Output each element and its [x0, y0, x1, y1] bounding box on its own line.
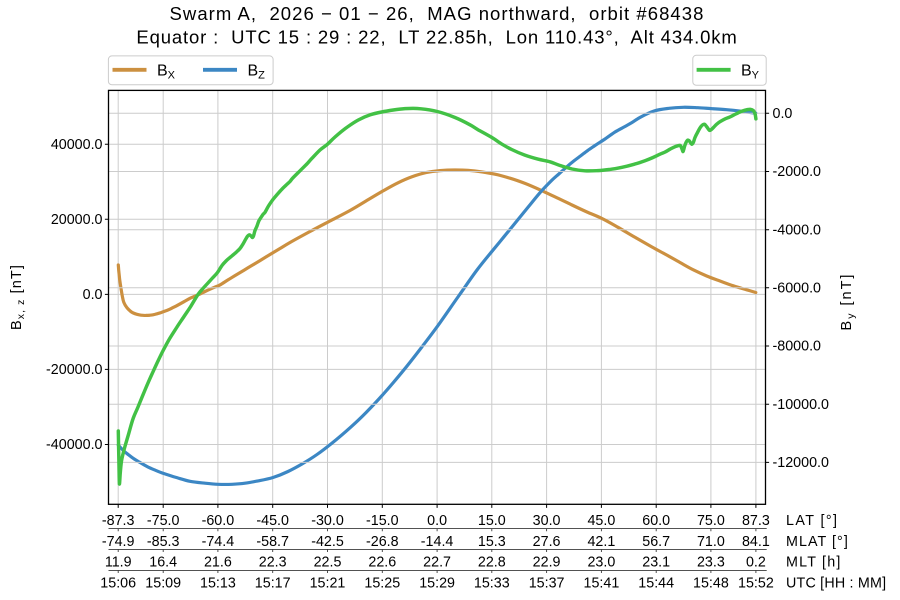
svg-text:MLAT [°]: MLAT [°]: [786, 534, 849, 550]
svg-text:45.0: 45.0: [587, 513, 615, 529]
svg-text:27.6: 27.6: [533, 534, 561, 550]
svg-text:20000.0: 20000.0: [51, 212, 103, 228]
svg-text:15:13: 15:13: [200, 576, 236, 592]
svg-text:By [nT]: By [nT]: [839, 273, 857, 331]
svg-text:15:21: 15:21: [310, 576, 346, 592]
svg-text:-87.3: -87.3: [102, 513, 135, 529]
svg-text:-74.4: -74.4: [202, 534, 235, 550]
svg-text:Equator : UTC 15 : 29 : 22,: Equator : UTC 15 : 29 : 22, LT 22.85h, L…: [136, 26, 737, 47]
svg-text:60.0: 60.0: [642, 513, 670, 529]
svg-text:22.9: 22.9: [533, 555, 561, 571]
svg-text:15:52: 15:52: [738, 576, 774, 592]
svg-text:-4000.0: -4000.0: [773, 222, 822, 238]
svg-text:42.1: 42.1: [587, 534, 615, 550]
svg-text:-58.7: -58.7: [256, 534, 289, 550]
svg-text:Swarm A, 2026 − 01 − 26, MAG: Swarm A, 2026 − 01 − 26, MAG northward, …: [170, 3, 705, 24]
svg-text:-14.4: -14.4: [421, 534, 454, 550]
svg-text:23.0: 23.0: [587, 555, 615, 571]
svg-text:15:29: 15:29: [419, 576, 455, 592]
svg-text:-8000.0: -8000.0: [773, 339, 822, 355]
svg-text:15:25: 15:25: [364, 576, 400, 592]
svg-text:15:41: 15:41: [584, 576, 620, 592]
svg-text:15:17: 15:17: [255, 576, 291, 592]
svg-text:15.3: 15.3: [478, 534, 506, 550]
svg-text:15:09: 15:09: [145, 576, 181, 592]
svg-text:40000.0: 40000.0: [51, 137, 103, 153]
svg-text:-2000.0: -2000.0: [773, 164, 822, 180]
svg-text:22.6: 22.6: [368, 555, 396, 571]
svg-text:11.9: 11.9: [105, 555, 132, 571]
svg-text:22.8: 22.8: [478, 555, 506, 571]
svg-text:-60.0: -60.0: [202, 513, 235, 529]
svg-text:-30.0: -30.0: [311, 513, 344, 529]
svg-text:15:37: 15:37: [529, 576, 565, 592]
svg-text:-75.0: -75.0: [147, 513, 180, 529]
svg-text:71.0: 71.0: [697, 534, 725, 550]
svg-text:-15.0: -15.0: [366, 513, 399, 529]
svg-text:15.0: 15.0: [478, 513, 506, 529]
svg-text:-26.8: -26.8: [366, 534, 399, 550]
svg-text:15:44: 15:44: [638, 576, 674, 592]
svg-text:-10000.0: -10000.0: [773, 397, 829, 413]
svg-text:Bx, z [nT]: Bx, z [nT]: [9, 264, 27, 330]
svg-text:23.3: 23.3: [697, 555, 725, 571]
svg-text:-12000.0: -12000.0: [773, 455, 829, 471]
svg-text:22.5: 22.5: [314, 555, 342, 571]
svg-text:LAT [°]: LAT [°]: [786, 513, 838, 529]
svg-text:15:48: 15:48: [693, 576, 729, 592]
svg-text:22.7: 22.7: [423, 555, 451, 571]
svg-text:-20000.0: -20000.0: [46, 362, 102, 378]
svg-text:0.0: 0.0: [773, 106, 793, 122]
svg-text:87.3: 87.3: [742, 513, 770, 529]
svg-text:0.0: 0.0: [83, 287, 103, 303]
svg-text:-85.3: -85.3: [147, 534, 180, 550]
svg-text:0.2: 0.2: [746, 555, 766, 571]
svg-text:56.7: 56.7: [642, 534, 670, 550]
svg-text:16.4: 16.4: [149, 555, 177, 571]
svg-text:15:06: 15:06: [100, 576, 136, 592]
svg-text:84.1: 84.1: [742, 534, 770, 550]
svg-text:0.0: 0.0: [427, 513, 447, 529]
svg-text:75.0: 75.0: [697, 513, 725, 529]
svg-text:-40000.0: -40000.0: [46, 437, 102, 453]
svg-text:-45.0: -45.0: [256, 513, 289, 529]
svg-text:23.1: 23.1: [642, 555, 670, 571]
svg-text:UTC [HH : MM]: UTC [HH : MM]: [786, 576, 886, 592]
svg-text:22.3: 22.3: [259, 555, 287, 571]
svg-text:21.6: 21.6: [204, 555, 232, 571]
svg-text:MLT [h]: MLT [h]: [786, 555, 842, 571]
svg-text:-6000.0: -6000.0: [773, 281, 822, 297]
svg-text:30.0: 30.0: [533, 513, 561, 529]
svg-text:15:33: 15:33: [474, 576, 510, 592]
svg-text:-74.9: -74.9: [102, 534, 135, 550]
svg-text:-42.5: -42.5: [311, 534, 344, 550]
